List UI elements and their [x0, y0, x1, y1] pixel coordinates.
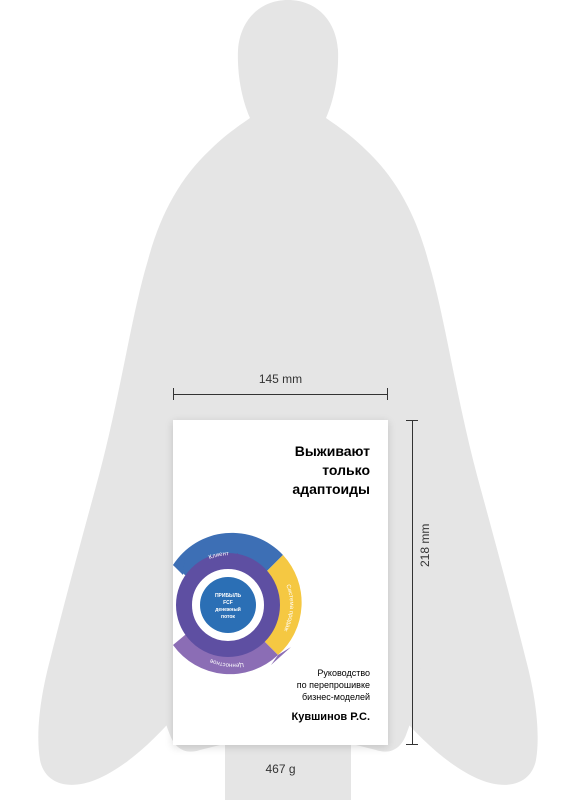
book-subtitle: Руководство по перепрошивке бизнес-модел…	[297, 667, 370, 703]
book-title: Выживают только адаптоиды	[292, 442, 370, 499]
title-line: Выживают	[295, 443, 370, 459]
weight-label: 467 g	[173, 762, 388, 776]
book-cover: Выживают только адаптоиды ПРИБЫЛЬ FCF де	[173, 420, 388, 745]
title-line: только	[322, 462, 370, 478]
height-dimension-line	[412, 420, 413, 745]
height-label: 218 mm	[418, 524, 432, 567]
title-line: адаптоиды	[292, 481, 370, 497]
center-text: денежный	[215, 606, 241, 613]
subtitle-line: Руководство	[317, 668, 370, 678]
center-text: ПРИБЫЛЬ	[215, 593, 242, 599]
book-author: Кувшинов Р.С.	[292, 711, 370, 723]
width-label: 145 mm	[173, 372, 388, 386]
width-dimension-line	[173, 394, 388, 395]
subtitle-line: по перепрошивке	[297, 680, 370, 690]
center-text: поток	[221, 614, 235, 620]
subtitle-line: бизнес-моделей	[302, 692, 370, 702]
center-text: FCF	[223, 600, 233, 606]
